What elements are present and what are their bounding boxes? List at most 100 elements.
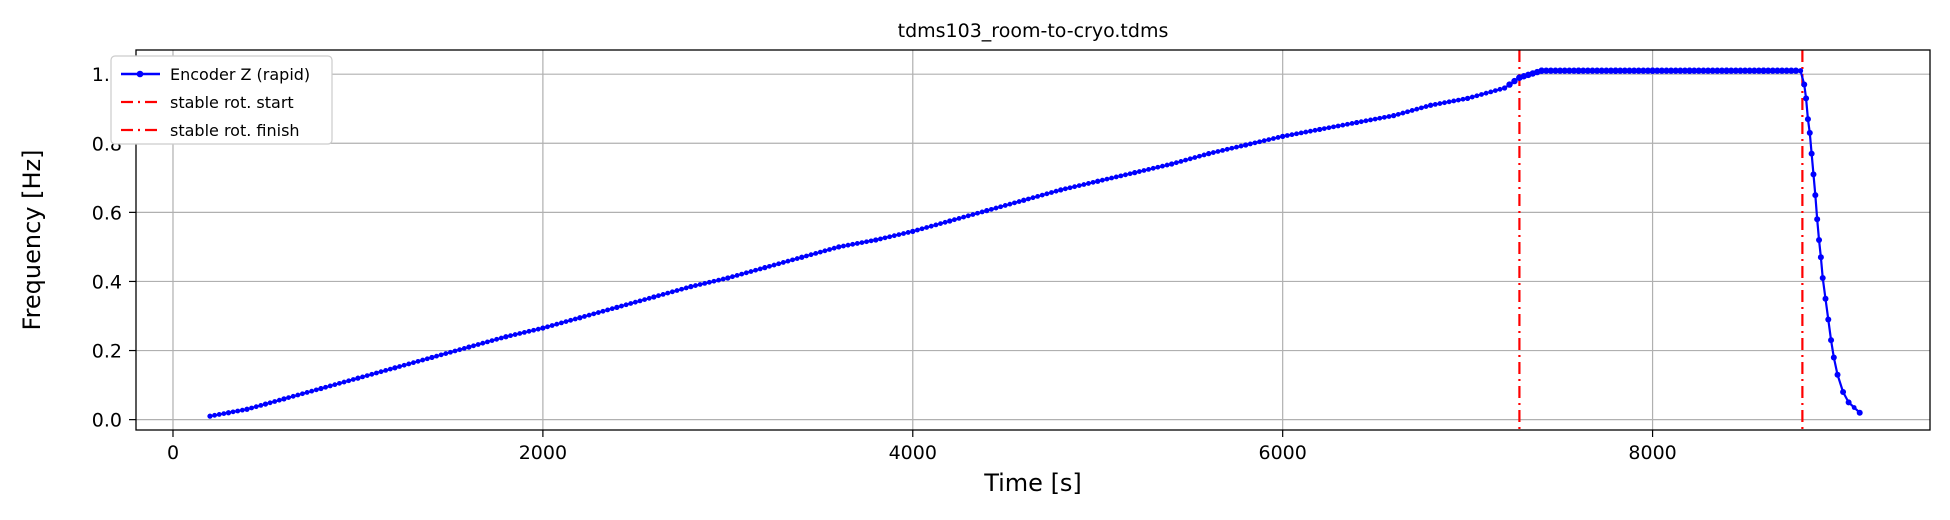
encoder-z-data-point (827, 247, 832, 252)
encoder-z-data-point (1345, 121, 1350, 127)
encoder-z-data-point (720, 276, 726, 282)
encoder-z-data-point (346, 378, 352, 384)
encoder-z-data-point (244, 406, 250, 412)
encoder-z-data-point (614, 304, 620, 310)
encoder-z-data-point (1187, 156, 1193, 162)
encoder-z-data-point (1746, 67, 1753, 74)
legend-layer: Encoder Z (rapid) stable rot. start stable… (110, 55, 333, 145)
encoder-z-data-point (508, 333, 513, 339)
encoder-z-data-point (503, 334, 509, 340)
encoder-z-data-point (1723, 68, 1730, 74)
encoder-z-data-point (1266, 137, 1272, 143)
encoder-z-data-point (221, 411, 227, 416)
encoder-z-data-point (1039, 192, 1045, 198)
encoder-z-data-point (1612, 68, 1619, 74)
encoder-z-data-point (332, 382, 338, 388)
encoder-z-data-point (554, 321, 560, 327)
encoder-z-data-point (309, 388, 315, 394)
encoder-z-data-point (1460, 96, 1466, 102)
encoder-z-data-point (281, 396, 287, 402)
encoder-z-data-point (688, 284, 694, 290)
encoder-z-data-point (1465, 95, 1471, 101)
encoder-z-data-point (1127, 171, 1133, 177)
encoder-z-data-point (674, 288, 680, 293)
encoder-z-data-point (1201, 152, 1207, 158)
encoder-z-data-point (1812, 192, 1819, 199)
encoder-z-data-point (323, 384, 328, 390)
encoder-z-data-point (956, 216, 962, 221)
encoder-z-data-point (216, 412, 222, 417)
encoder-z-data-point (1830, 354, 1837, 361)
encoder-z-data-point (1469, 94, 1475, 100)
encoder-z-data-point (716, 277, 721, 283)
encoder-z-data-point (586, 312, 592, 318)
encoder-z-data-point (1640, 67, 1647, 74)
encoder-z-data-point (1817, 254, 1824, 261)
encoder-z-data-point (965, 213, 971, 219)
encoder-z-data-point (1405, 109, 1410, 115)
encoder-z-data-point (947, 218, 953, 224)
encoder-z-data-point (1257, 139, 1262, 145)
encoder-z-data-point (1834, 371, 1841, 378)
encoder-z-data-point (1488, 89, 1494, 95)
legend-item-stable-rot-finish: stable rot. finish (121, 121, 300, 140)
y-tick-label: 0.6 (92, 202, 122, 224)
encoder-z-data-point (1677, 67, 1684, 74)
encoder-z-data-point (609, 306, 615, 312)
encoder-z-data-point (1210, 150, 1216, 155)
encoder-z-data-point (457, 347, 463, 353)
encoder-z-data-point (1428, 102, 1434, 108)
encoder-z-data-point (1104, 176, 1110, 182)
encoder-z-data-point (891, 233, 897, 239)
encoder-z-data-point (420, 357, 426, 363)
encoder-z-data-point (942, 219, 948, 225)
encoder-z-data-point (1317, 126, 1323, 133)
encoder-z-data-point (212, 412, 218, 418)
encoder-z-data-point (771, 262, 777, 268)
encoder-z-data-point (952, 217, 957, 223)
encoder-z-data-point (1580, 67, 1587, 74)
y-tick-label: 0.4 (92, 271, 122, 293)
encoder-z-data-point (1483, 90, 1489, 96)
encoder-z-data-point (1294, 131, 1299, 137)
encoder-z-data-point (1700, 67, 1707, 74)
encoder-z-data-point (1058, 187, 1064, 193)
encoder-z-data-point (1552, 67, 1559, 74)
encoder-z-data-point (813, 250, 819, 256)
encoder-z-data-point (984, 208, 990, 214)
encoder-z-data-point (767, 263, 772, 269)
encoder-z-data-point (1247, 141, 1253, 147)
encoder-z-data-point (679, 286, 684, 292)
encoder-z-data-point (836, 244, 842, 250)
encoder-z-data-point (531, 327, 537, 333)
grid-layer (136, 50, 1930, 430)
encoder-z-data-point (919, 226, 925, 232)
encoder-z-data-point (1044, 191, 1050, 197)
encoder-z-data-point (1658, 67, 1666, 74)
encoder-z-data-point (1358, 119, 1364, 125)
encoder-z-data-point (933, 222, 939, 228)
encoder-z-data-point (1197, 153, 1202, 159)
legend-box (110, 55, 333, 145)
axes-layer (135, 49, 1931, 431)
encoder-z-data-point (1808, 150, 1815, 157)
encoder-z-data-point (1400, 110, 1406, 116)
encoder-z-data-point (392, 365, 398, 371)
encoder-z-data-point (1136, 169, 1142, 174)
encoder-z-data-point (1741, 67, 1749, 74)
encoder-z-data-point (582, 314, 587, 319)
encoder-z-data-point (1275, 135, 1281, 140)
encoder-z-data-point (471, 343, 476, 349)
encoder-z-series-line (208, 69, 1861, 418)
encoder-z-data-point (901, 231, 906, 236)
encoder-z-data-point (304, 390, 310, 395)
encoder-z-data-point (1667, 67, 1675, 74)
x-tick-label: 2000 (519, 442, 567, 464)
encoder-z-data-point (1704, 67, 1712, 74)
encoder-z-data-point (1335, 123, 1341, 129)
encoder-z-data-point (235, 408, 241, 414)
encoder-z-data-point (1695, 67, 1703, 74)
encoder-z-data-point (1081, 182, 1087, 187)
encoder-z-data-point (1644, 67, 1652, 74)
